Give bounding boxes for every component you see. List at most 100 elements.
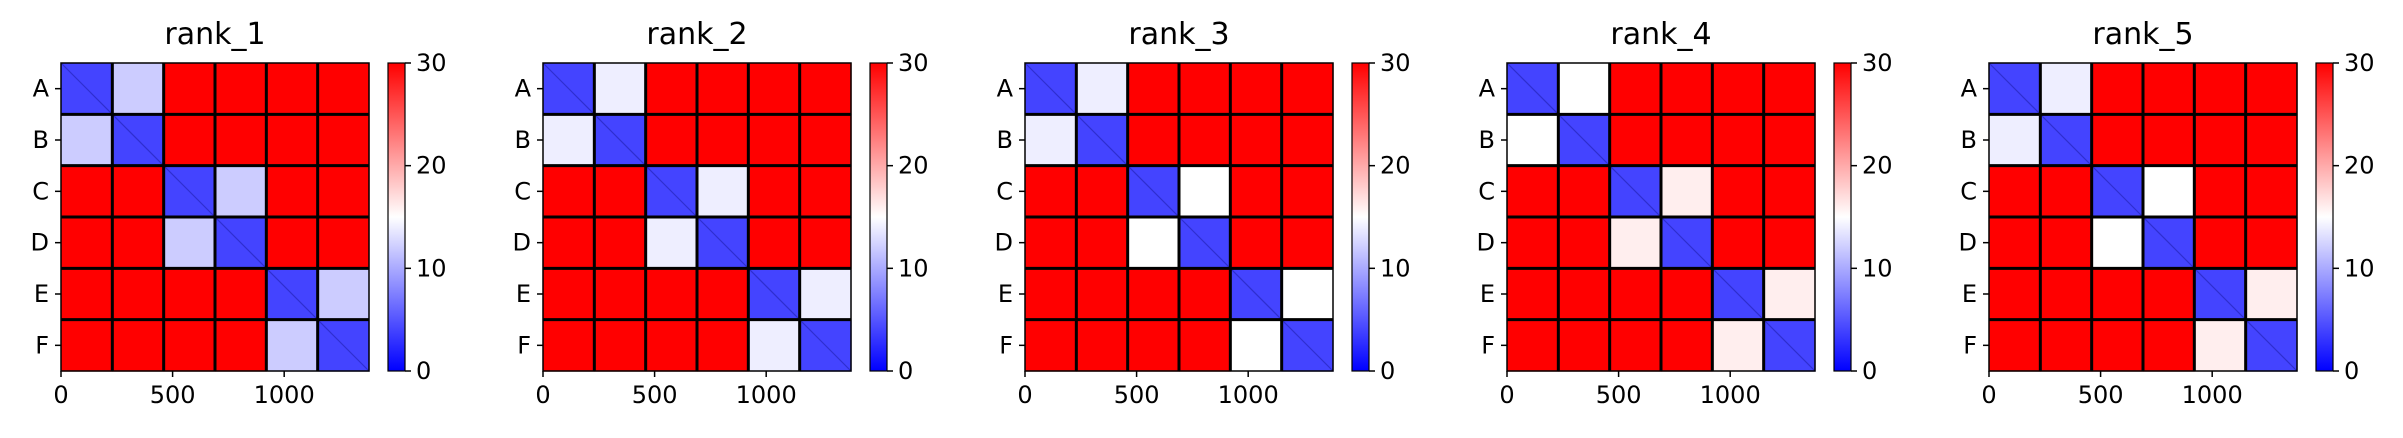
heatmap-cell bbox=[1609, 63, 1662, 115]
heatmap-cell bbox=[1507, 217, 1559, 269]
heatmap-cell bbox=[1989, 217, 2041, 269]
y-tick-label: B bbox=[1479, 126, 1495, 154]
heatmap-cell bbox=[1179, 63, 1231, 115]
heatmap-cell bbox=[1507, 114, 1559, 167]
heatmap-cell bbox=[748, 165, 801, 218]
x-tick-label: 500 bbox=[1114, 381, 1160, 409]
heatmap-cell bbox=[1076, 319, 1129, 372]
heatmap-cell bbox=[645, 63, 698, 115]
heatmap-cell bbox=[1230, 165, 1283, 218]
heatmap-cell bbox=[1763, 114, 1816, 167]
y-tick-label: F bbox=[517, 331, 531, 359]
heatmap-cell bbox=[2245, 268, 2298, 321]
heatmap-cell bbox=[1763, 217, 1816, 269]
heatmap-cell bbox=[215, 63, 267, 115]
heatmap-cell bbox=[697, 63, 749, 115]
heatmap-cell bbox=[1076, 165, 1129, 218]
diagonal-line bbox=[317, 319, 370, 372]
heatmap-cell bbox=[2245, 165, 2298, 218]
heatmap-cell bbox=[799, 268, 852, 321]
heatmap-cell bbox=[1712, 217, 1765, 269]
heatmap-cell bbox=[317, 217, 370, 269]
heatmap-cell bbox=[1507, 319, 1559, 372]
heatmap-cell bbox=[697, 268, 749, 321]
heatmap-cell bbox=[799, 217, 852, 269]
heatmap-cell bbox=[2040, 268, 2093, 321]
heatmap-cell bbox=[543, 114, 595, 167]
y-tick-label: C bbox=[32, 177, 49, 205]
heatmap-cell bbox=[1609, 268, 1662, 321]
heatmap-cell bbox=[1127, 63, 1180, 115]
heatmap-cell bbox=[1281, 268, 1334, 321]
x-tick-label: 1000 bbox=[2182, 381, 2243, 409]
heatmap-cell bbox=[163, 319, 216, 372]
panel-title: rank_2 bbox=[646, 17, 747, 52]
heatmap-cell bbox=[2245, 217, 2298, 269]
heatmap-cell bbox=[317, 63, 370, 115]
heatmap-cell bbox=[1179, 165, 1231, 218]
heatmap-cell bbox=[697, 165, 749, 218]
y-tick-label: A bbox=[997, 75, 1014, 103]
diagonal-line bbox=[2193, 267, 2247, 321]
heatmap-cell bbox=[543, 217, 595, 269]
heatmap-cell bbox=[2194, 63, 2247, 115]
x-tick-label: 1000 bbox=[254, 381, 315, 409]
heatmap-cell bbox=[2091, 114, 2144, 167]
y-tick-label: B bbox=[997, 126, 1013, 154]
x-tick-label: 0 bbox=[53, 381, 68, 409]
y-tick-label: F bbox=[999, 331, 1013, 359]
axes-frame bbox=[1506, 62, 1816, 372]
x-tick-label: 0 bbox=[1981, 381, 1996, 409]
heatmap-cell bbox=[1989, 268, 2041, 321]
colorbar-tick-label: 0 bbox=[2344, 357, 2359, 385]
heatmap-cell bbox=[1609, 114, 1662, 167]
axes-frame bbox=[1988, 62, 2298, 372]
y-tick-label: E bbox=[1480, 280, 1495, 308]
heatmap-cell bbox=[594, 63, 647, 115]
heatmap-cell bbox=[748, 114, 801, 167]
diagonal-line bbox=[111, 113, 165, 167]
diagonal-line bbox=[696, 216, 749, 269]
heatmap-cell bbox=[1989, 114, 2041, 167]
diagonal-line bbox=[747, 267, 801, 321]
heatmap-cell bbox=[1763, 165, 1816, 218]
heatmap-cell bbox=[543, 268, 595, 321]
heatmap-cell bbox=[61, 319, 113, 372]
heatmap-cell bbox=[1230, 114, 1283, 167]
heatmap-cell bbox=[163, 63, 216, 115]
heatmap-cell bbox=[645, 217, 698, 269]
heatmap-cell bbox=[1127, 268, 1180, 321]
diagonal-line bbox=[1024, 62, 1077, 115]
colorbar-tick-label: 10 bbox=[898, 254, 929, 282]
y-tick-label: B bbox=[1961, 126, 1977, 154]
colorbar-tick-label: 20 bbox=[1862, 152, 1893, 180]
panel-title: rank_1 bbox=[164, 17, 265, 52]
heatmap-cell bbox=[112, 63, 165, 115]
colorbar-tick-label: 10 bbox=[1380, 254, 1411, 282]
heatmap-cell bbox=[1661, 63, 1713, 115]
heatmap-cell bbox=[594, 217, 647, 269]
diagonal-line bbox=[1660, 216, 1713, 269]
colorbar-tick-label: 20 bbox=[898, 152, 929, 180]
x-tick-label: 0 bbox=[535, 381, 550, 409]
heatmap-cell bbox=[1989, 165, 2041, 218]
y-tick-label: F bbox=[35, 331, 49, 359]
heatmap-cell bbox=[2245, 114, 2298, 167]
heatmap-cell bbox=[266, 63, 319, 115]
x-tick-label: 500 bbox=[2078, 381, 2124, 409]
heatmap-cell bbox=[1558, 217, 1611, 269]
y-tick-label: C bbox=[1960, 177, 1977, 205]
y-tick-label: D bbox=[513, 229, 531, 257]
heatmap-cell bbox=[1230, 319, 1283, 372]
diagonal-line bbox=[214, 216, 267, 269]
colorbar-tick-label: 30 bbox=[2344, 49, 2375, 77]
diagonal-line bbox=[265, 267, 319, 321]
diagonal-line bbox=[60, 62, 113, 115]
y-tick-label: A bbox=[1479, 75, 1496, 103]
diagonal-line bbox=[1557, 113, 1611, 167]
colorbar bbox=[387, 62, 406, 372]
diagonal-line bbox=[799, 319, 852, 372]
